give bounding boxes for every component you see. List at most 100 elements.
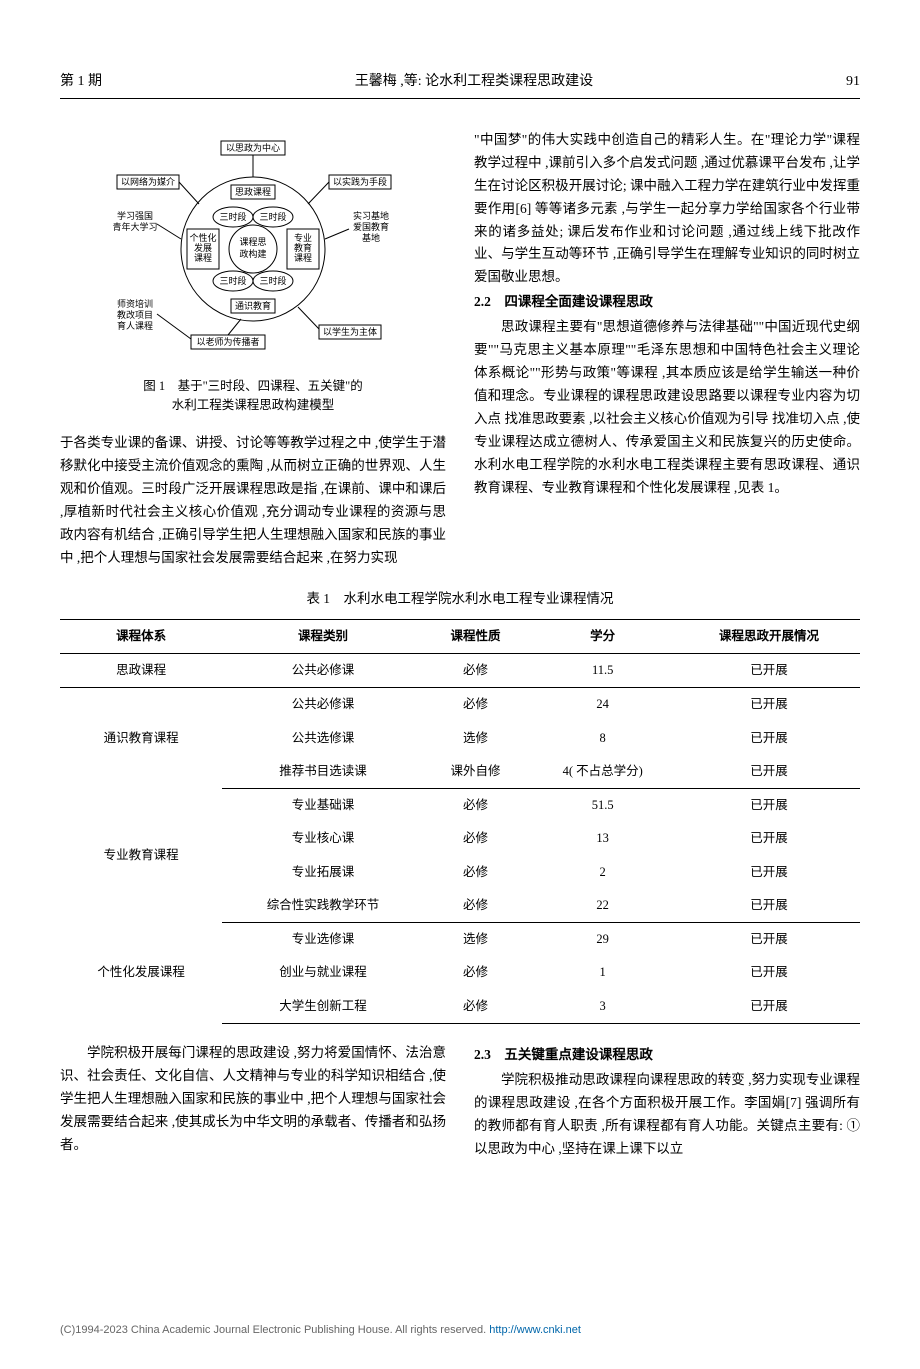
cell-status: 已开展 [678,923,860,957]
svg-text:思政课程: 思政课程 [235,186,271,197]
issue-label: 第 1 期 [60,70,102,94]
cell-system: 通识教育课程 [60,688,222,789]
cell-credit: 24 [527,688,678,722]
cell-type: 公共必修课 [222,688,423,722]
col-system: 课程体系 [60,619,222,653]
footer-link[interactable]: http://www.cnki.net [489,1324,581,1336]
svg-text:以思政为中心: 以思政为中心 [226,142,280,153]
table-row: 思政课程公共必修课必修11.5已开展 [60,654,860,688]
svg-text:学习强国: 学习强国 [117,210,153,221]
col2-paragraph-1: "中国梦"的伟大实践中创造自己的精彩人生。在"理论力学"课程教学过程中 ,课前引… [474,129,860,290]
svg-text:课程思: 课程思 [239,237,266,247]
cell-credit: 4( 不占总学分) [527,755,678,789]
svg-text:师资培训: 师资培训 [117,298,153,309]
svg-text:三时段: 三时段 [259,275,286,286]
lower-col1-paragraph: 学院积极开展每门课程的思政建设 ,努力将爱国情怀、法治意识、社会责任、文化自信、… [60,1042,446,1157]
cell-system: 专业教育课程 [60,789,222,923]
svg-text:发展: 发展 [194,242,212,253]
table-row: 专业教育课程专业基础课必修51.5已开展 [60,789,860,823]
svg-text:育人课程: 育人课程 [117,320,153,331]
footer-copyright: (C)1994-2023 China Academic Journal Elec… [60,1321,860,1340]
cell-system: 个性化发展课程 [60,923,222,1024]
table-header-row: 课程体系 课程类别 课程性质 学分 课程思政开展情况 [60,619,860,653]
cell-nature: 必修 [424,889,528,923]
cell-status: 已开展 [678,990,860,1024]
cell-nature: 课外自修 [424,755,528,789]
cell-type: 专业核心课 [222,822,423,855]
cell-credit: 1 [527,956,678,989]
cell-status: 已开展 [678,688,860,722]
right-column: "中国梦"的伟大实践中创造自己的精彩人生。在"理论力学"课程教学过程中 ,课前引… [474,129,860,570]
svg-text:教育: 教育 [294,242,312,253]
cell-credit: 22 [527,889,678,923]
svg-text:以实践为手段: 以实践为手段 [333,176,387,187]
svg-text:通识教育: 通识教育 [235,300,271,311]
lower-left-column: 学院积极开展每门课程的思政建设 ,努力将爱国情怀、法治意识、社会责任、文化自信、… [60,1042,446,1161]
svg-text:以网络为媒介: 以网络为媒介 [121,176,175,187]
svg-text:基地: 基地 [362,232,380,243]
col-nature: 课程性质 [424,619,528,653]
lower-col2-paragraph: 学院积极推动思政课程向课程思政的转变 ,努力实现专业课程的课程思政建设 ,在各个… [474,1069,860,1161]
cell-status: 已开展 [678,856,860,889]
cell-type: 专业拓展课 [222,856,423,889]
svg-text:三时段: 三时段 [219,275,246,286]
svg-text:以学生为主体: 以学生为主体 [323,326,377,337]
running-title: 王馨梅 ,等: 论水利工程类课程思政建设 [355,70,593,94]
cell-nature: 必修 [424,956,528,989]
footer-text: (C)1994-2023 China Academic Journal Elec… [60,1324,489,1336]
col-type: 课程类别 [222,619,423,653]
svg-text:三时段: 三时段 [259,211,286,222]
svg-text:课程: 课程 [294,253,312,263]
cell-credit: 29 [527,923,678,957]
cell-type: 综合性实践教学环节 [222,889,423,923]
cell-status: 已开展 [678,822,860,855]
cell-nature: 选修 [424,722,528,755]
cell-type: 公共必修课 [222,654,423,688]
svg-text:教改项目: 教改项目 [117,309,153,320]
table-row: 个性化发展课程专业选修课选修29已开展 [60,923,860,957]
cell-credit: 2 [527,856,678,889]
col2-paragraph-2: 思政课程主要有"思想道德修养与法律基础""中国近现代史纲要""马克思主义基本原理… [474,316,860,500]
page-header: 第 1 期 王馨梅 ,等: 论水利工程类课程思政建设 91 [60,70,860,99]
table-row: 通识教育课程公共必修课必修24已开展 [60,688,860,722]
svg-text:实习基地: 实习基地 [353,210,389,221]
figure-caption-line1: 图 1 基于"三时段、四课程、五关键"的 [60,377,446,396]
svg-text:个性化: 个性化 [189,232,216,243]
svg-text:青年大学习: 青年大学习 [113,221,158,232]
section-2-3-heading: 2.3 五关键重点建设课程思政 [474,1044,860,1067]
cell-type: 创业与就业课程 [222,956,423,989]
svg-text:专业: 专业 [294,232,312,243]
col-status: 课程思政开展情况 [678,619,860,653]
cell-system: 思政课程 [60,654,222,688]
section-2-2-heading: 2.2 四课程全面建设课程思政 [474,291,860,314]
cell-credit: 11.5 [527,654,678,688]
cell-nature: 必修 [424,856,528,889]
svg-text:政构建: 政构建 [239,248,266,259]
figure-1-caption: 图 1 基于"三时段、四课程、五关键"的 水利工程类课程思政构建模型 [60,377,446,415]
figure-1-diagram: 课程思 政构建 三时段 三时段 三时段 三时段 个性化 发展 课程 [113,129,393,369]
svg-text:以老师为传播者: 以老师为传播者 [196,336,259,347]
col1-paragraph-1: 于各类专业课的备课、讲授、讨论等等教学过程之中 ,使学生于潜移默化中接受主流价值… [60,432,446,570]
lower-columns: 学院积极开展每门课程的思政建设 ,努力将爱国情怀、法治意识、社会责任、文化自信、… [60,1042,860,1161]
col-credit: 学分 [527,619,678,653]
cell-nature: 必修 [424,654,528,688]
cell-nature: 必修 [424,688,528,722]
cell-status: 已开展 [678,956,860,989]
upper-columns: 课程思 政构建 三时段 三时段 三时段 三时段 个性化 发展 课程 [60,129,860,570]
cell-status: 已开展 [678,654,860,688]
svg-text:爱国教育: 爱国教育 [353,221,389,232]
table-1-caption: 表 1 水利水电工程学院水利水电工程专业课程情况 [60,588,860,611]
cell-credit: 8 [527,722,678,755]
cell-type: 推荐书目选读课 [222,755,423,789]
table-section: 表 1 水利水电工程学院水利水电工程专业课程情况 课程体系 课程类别 课程性质 … [60,588,860,1024]
figure-1: 课程思 政构建 三时段 三时段 三时段 三时段 个性化 发展 课程 [60,129,446,415]
cell-status: 已开展 [678,789,860,823]
page-number: 91 [846,70,860,94]
lower-right-column: 2.3 五关键重点建设课程思政 学院积极推动思政课程向课程思政的转变 ,努力实现… [474,1042,860,1161]
cell-status: 已开展 [678,755,860,789]
cell-status: 已开展 [678,722,860,755]
curriculum-table: 课程体系 课程类别 课程性质 学分 课程思政开展情况 思政课程公共必修课必修11… [60,619,860,1024]
cell-type: 专业选修课 [222,923,423,957]
cell-status: 已开展 [678,889,860,923]
cell-nature: 必修 [424,822,528,855]
